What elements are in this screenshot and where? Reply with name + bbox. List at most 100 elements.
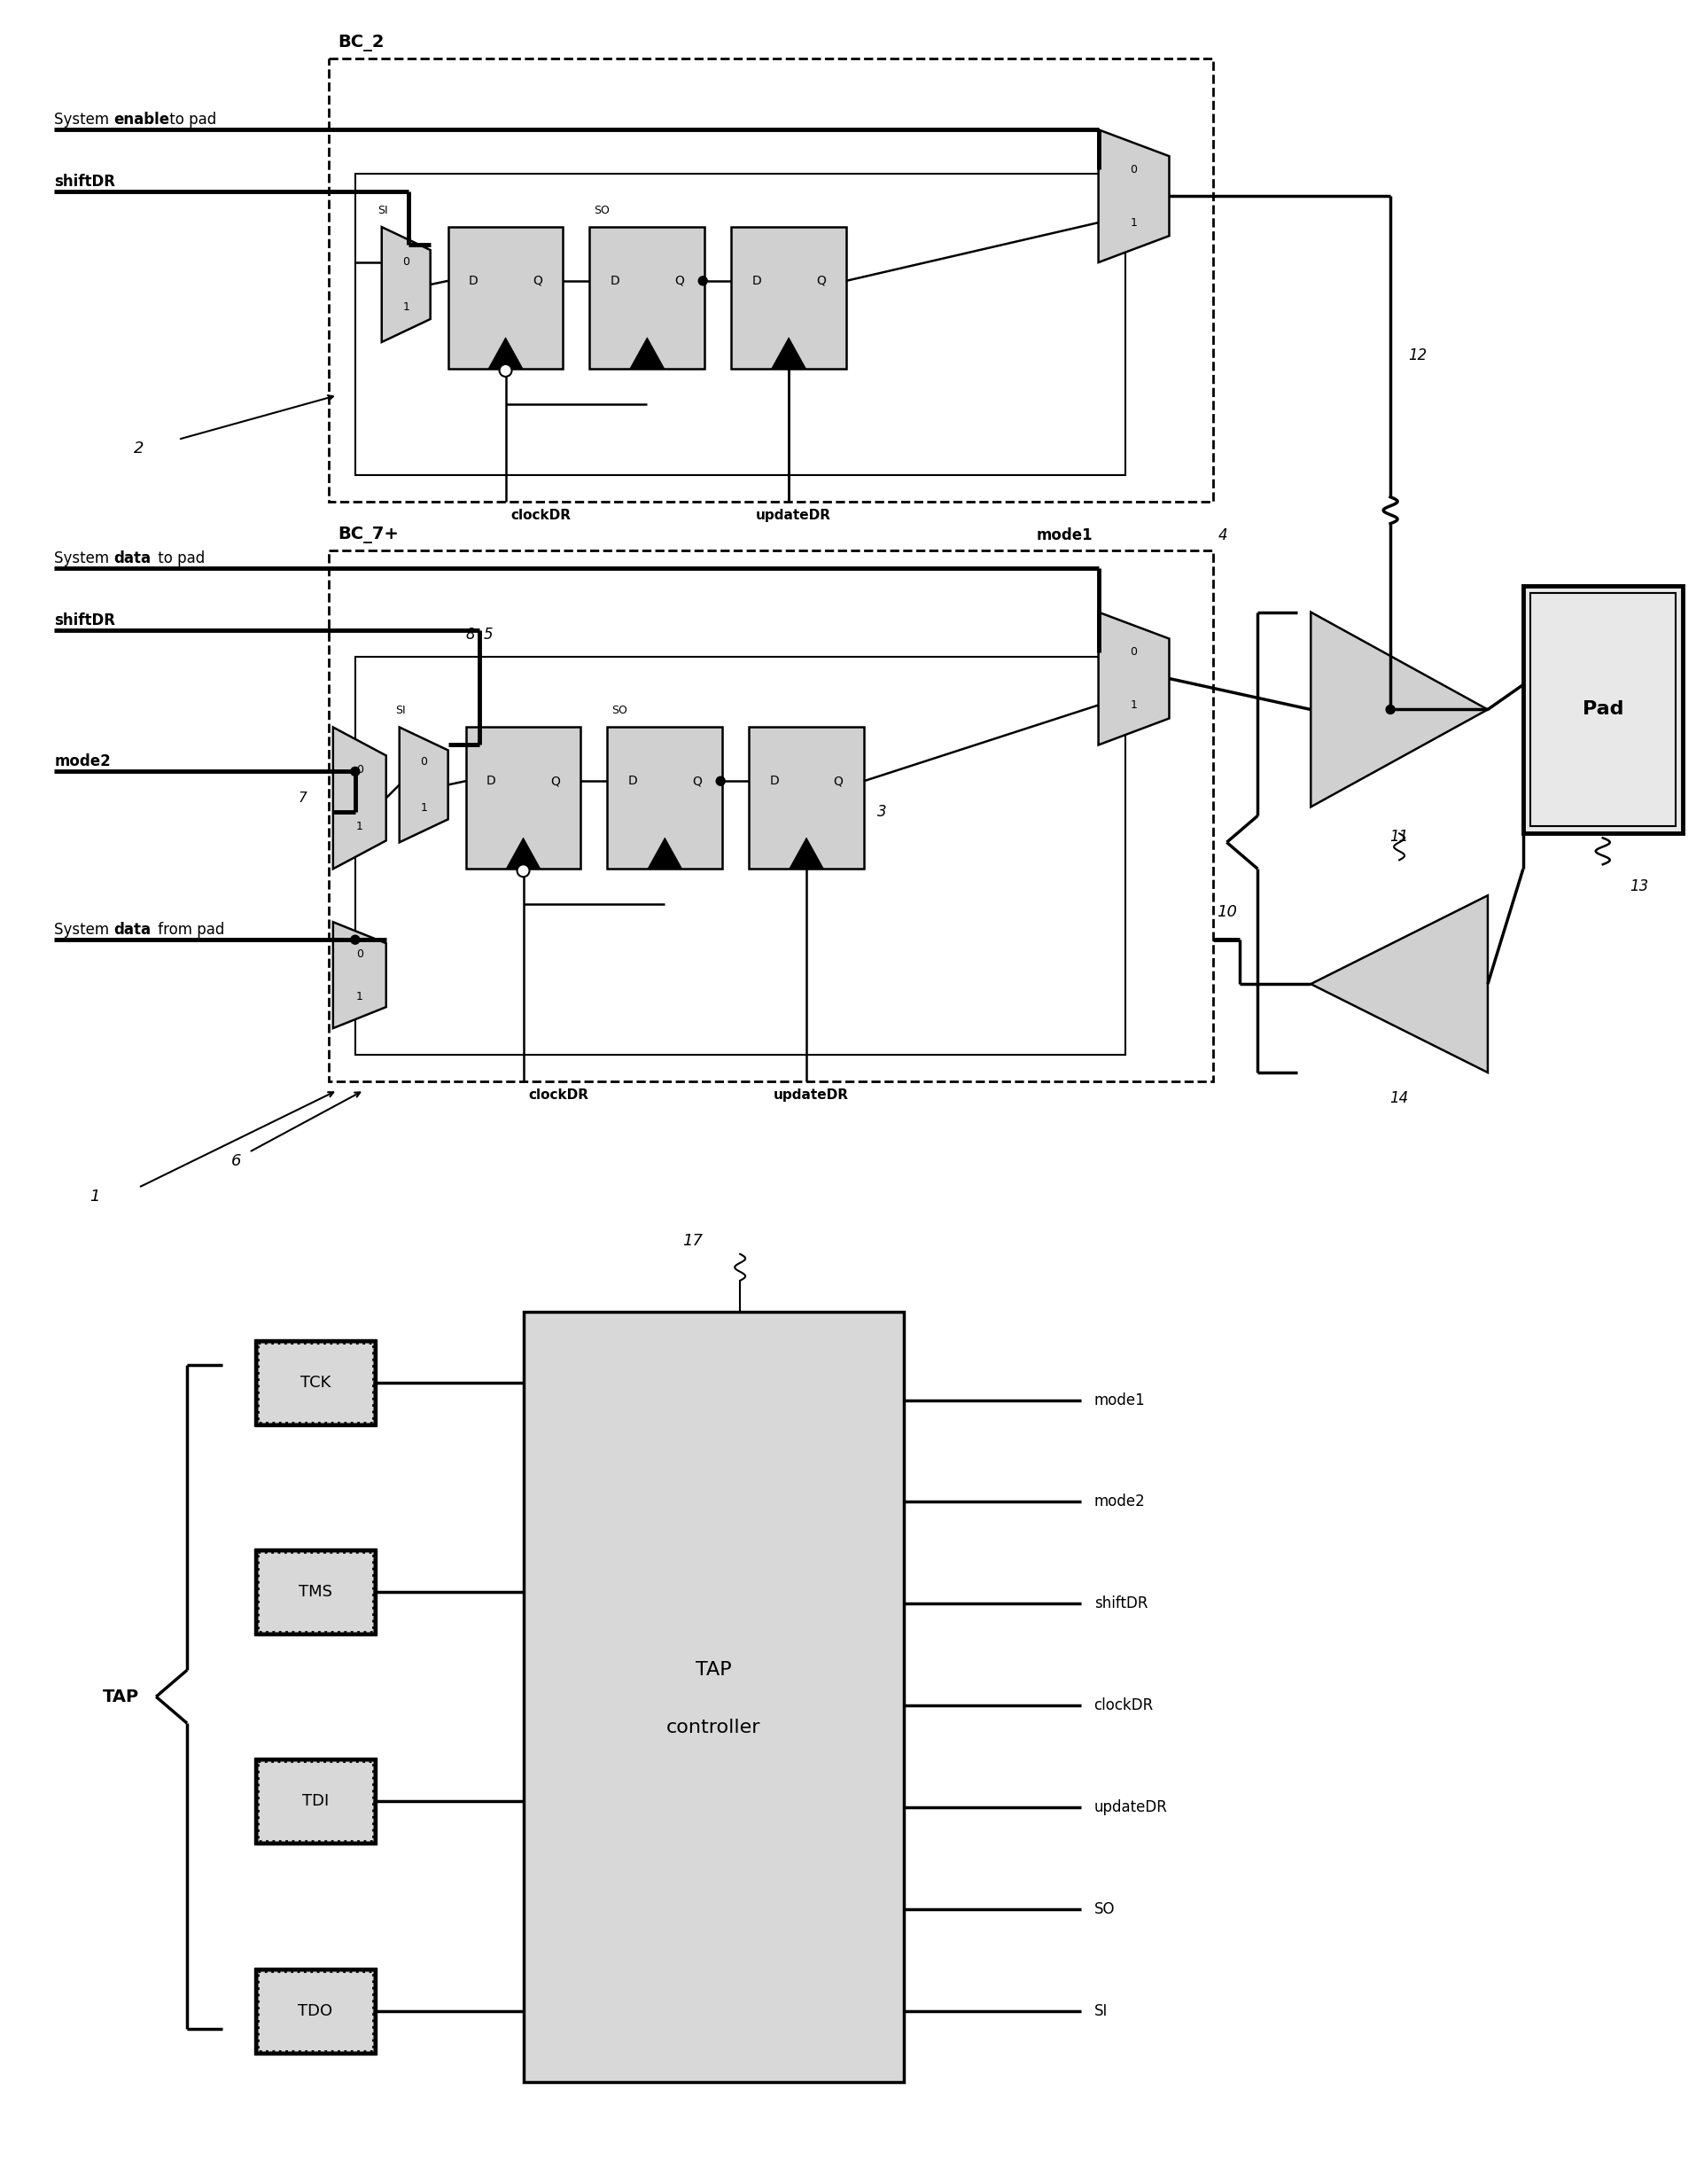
Bar [254, 1968, 377, 2055]
Text: 10: 10 [1217, 904, 1237, 919]
Text: 6: 6 [232, 1153, 242, 1168]
Text: mode1: mode1 [1094, 1391, 1145, 1409]
Bar [590, 227, 705, 369]
Text: TDO: TDO [298, 2003, 332, 2018]
Bar [254, 1548, 377, 1636]
Text: TAP: TAP [695, 1662, 731, 1679]
Text: BC_2: BC_2 [337, 35, 383, 52]
Text: 1: 1 [90, 1188, 101, 1203]
Polygon shape [648, 839, 682, 869]
Text: 0: 0 [356, 764, 363, 775]
Text: Q: Q [533, 275, 542, 286]
Polygon shape [382, 227, 431, 343]
Circle shape [1385, 705, 1396, 714]
Text: D: D [486, 775, 496, 786]
Text: to pad: to pad [165, 111, 216, 129]
Bar [257, 1343, 373, 1422]
Text: Q: Q [550, 775, 561, 786]
Text: clockDR: clockDR [511, 509, 571, 522]
Text: 3: 3 [878, 804, 886, 821]
Bar [329, 59, 1213, 502]
Bar [257, 1553, 373, 1631]
Polygon shape [772, 339, 806, 369]
Circle shape [699, 277, 707, 286]
Text: System: System [55, 550, 114, 566]
Text: 1: 1 [1130, 216, 1137, 229]
Text: to pad: to pad [153, 550, 204, 566]
Text: 4: 4 [1218, 526, 1227, 544]
Text: 1: 1 [421, 802, 428, 815]
Text: updateDR: updateDR [774, 1088, 849, 1101]
Text: 0: 0 [402, 256, 409, 266]
Polygon shape [789, 839, 823, 869]
Text: SI: SI [377, 205, 387, 216]
Bar [731, 227, 847, 369]
Bar [523, 1313, 903, 2081]
Circle shape [499, 365, 511, 376]
Circle shape [716, 778, 724, 786]
Bar [354, 175, 1125, 474]
Text: D: D [610, 275, 620, 286]
Text: mode1: mode1 [1036, 526, 1092, 544]
Bar [354, 657, 1125, 1055]
Text: 0: 0 [421, 756, 428, 767]
Bar [607, 727, 722, 869]
Text: mode2: mode2 [55, 753, 111, 769]
Text: TAP: TAP [102, 1688, 140, 1706]
Text: SI: SI [395, 705, 406, 716]
Text: enable: enable [114, 111, 169, 129]
Text: D: D [629, 775, 637, 786]
Bar [254, 1339, 377, 1426]
Polygon shape [489, 339, 523, 369]
Bar [329, 550, 1213, 1081]
Text: SO: SO [612, 705, 627, 716]
Text: 0: 0 [1130, 164, 1137, 175]
Text: shiftDR: shiftDR [1094, 1597, 1147, 1612]
Text: 12: 12 [1408, 347, 1426, 363]
Bar [750, 727, 864, 869]
Text: Q: Q [816, 275, 825, 286]
Polygon shape [1099, 129, 1169, 262]
Text: 0: 0 [356, 948, 363, 959]
Bar [448, 227, 562, 369]
Polygon shape [399, 727, 448, 843]
Text: 7: 7 [298, 791, 307, 804]
Text: 13: 13 [1629, 878, 1648, 895]
Text: 17: 17 [683, 1232, 704, 1249]
Text: D: D [751, 275, 762, 286]
Text: clockDR: clockDR [528, 1088, 590, 1101]
Text: 1: 1 [356, 821, 363, 832]
Circle shape [351, 767, 360, 775]
Text: Q: Q [692, 775, 702, 786]
Text: shiftDR: shiftDR [55, 612, 116, 629]
Text: mode2: mode2 [1094, 1494, 1145, 1509]
Bar [1530, 592, 1675, 826]
Text: updateDR: updateDR [1094, 1800, 1167, 1815]
Circle shape [351, 935, 360, 943]
Text: data: data [114, 922, 152, 937]
Text: TDI: TDI [302, 1793, 329, 1811]
Text: BC_7+: BC_7+ [337, 526, 399, 544]
Polygon shape [1310, 895, 1488, 1072]
Text: SI: SI [1094, 2003, 1108, 2018]
Text: updateDR: updateDR [755, 509, 832, 522]
Text: 8: 8 [465, 627, 475, 642]
Text: 1: 1 [1130, 699, 1137, 710]
Bar [465, 727, 581, 869]
Text: SO: SO [595, 205, 610, 216]
Text: clockDR: clockDR [1094, 1697, 1154, 1714]
Circle shape [516, 865, 530, 876]
Text: TMS: TMS [298, 1583, 332, 1601]
Text: TCK: TCK [300, 1374, 331, 1391]
Text: D: D [770, 775, 779, 786]
Text: 14: 14 [1390, 1090, 1409, 1105]
Text: Q: Q [675, 275, 683, 286]
Polygon shape [332, 922, 387, 1029]
Text: controller: controller [666, 1719, 760, 1736]
Text: 1: 1 [402, 301, 409, 312]
Text: shiftDR: shiftDR [55, 175, 116, 190]
Text: 11: 11 [1390, 830, 1409, 845]
Polygon shape [332, 727, 387, 869]
Bar [1523, 585, 1682, 834]
Polygon shape [630, 339, 665, 369]
